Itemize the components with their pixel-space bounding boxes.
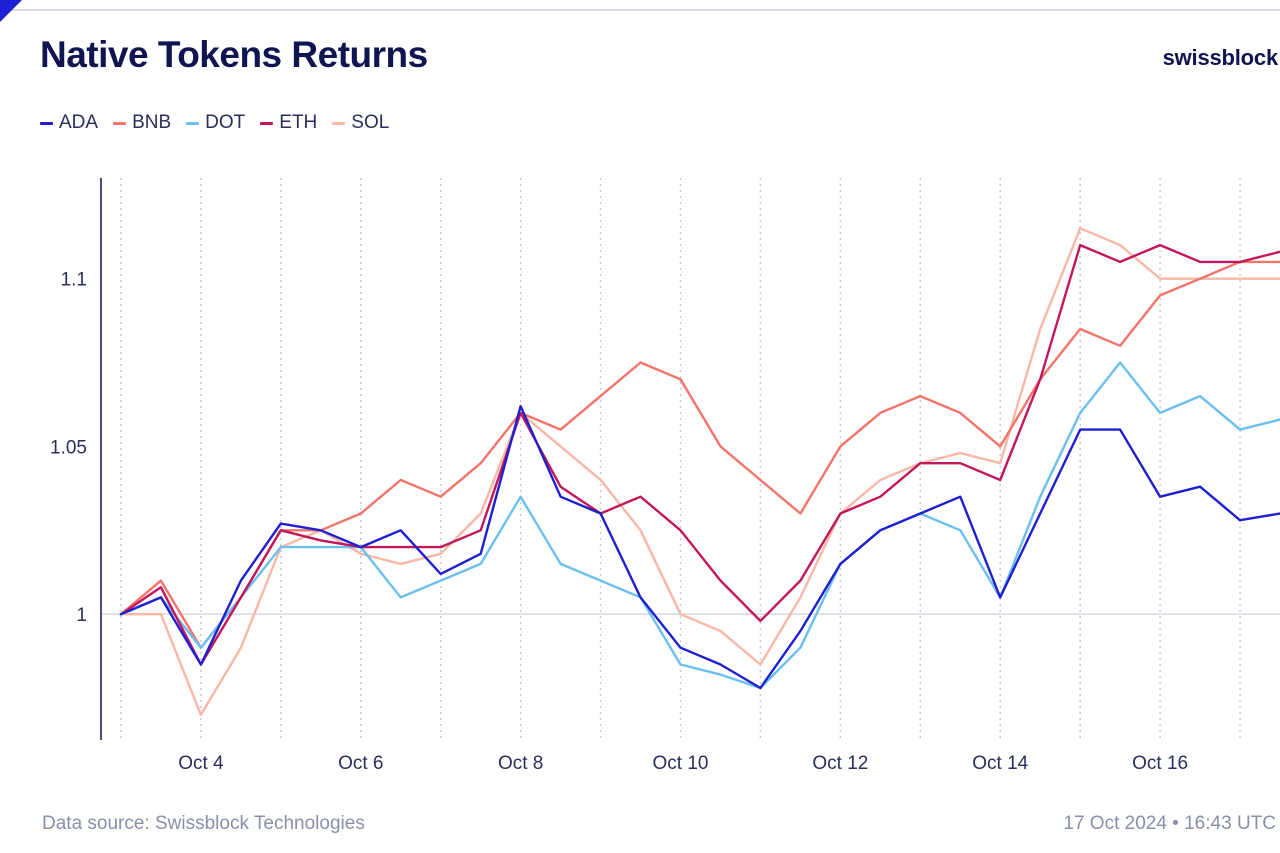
legend-label-ada: ADA [59,112,99,133]
data-source: Data source: Swissblock Technologies [42,813,365,834]
legend: ADA BNB DOT ETH SOL [40,112,389,134]
legend-item-dot: DOT [186,112,245,134]
x-tick-label-oct-16: Oct 16 [1132,753,1188,774]
series-line-eth [119,243,1280,666]
x-tick-label-oct-14: Oct 14 [972,753,1028,774]
y-tick-label-1: 1 [76,605,87,626]
legend-swatch-sol [332,121,346,125]
legend-label-bnb: BNB [132,112,172,133]
x-tick-label-oct-10: Oct 10 [653,753,709,774]
legend-item-eth: ETH [260,112,317,134]
series-line-dot [119,361,1280,690]
legend-swatch-dot [186,121,200,125]
x-tick-label-oct-8: Oct 8 [498,753,543,774]
legend-swatch-eth [260,121,274,125]
series-line-sol [119,227,1280,716]
legend-label-dot: DOT [205,112,246,133]
x-tick-label-oct-12: Oct 12 [812,753,868,774]
x-tick-label-oct-4: Oct 4 [178,753,224,774]
series-line-ada [119,405,1280,690]
brand-logo: swissblock [1162,45,1279,70]
grid-layer [101,178,1280,740]
series-line-bnb [119,260,1280,649]
x-tick-label-oct-6: Oct 6 [338,753,383,774]
legend-swatch-ada [40,121,53,125]
timestamp: 17 Oct 2024 • 16:43 UTC [1063,813,1276,834]
legend-item-sol: SOL [332,112,389,134]
legend-label-sol: SOL [351,112,390,133]
y-tick-label-1-05: 1.05 [50,437,87,458]
legend-swatch-bnb [113,121,127,125]
series-layer [119,227,1280,716]
legend-item-bnb: BNB [113,112,171,134]
legend-label-eth: ETH [279,112,318,133]
tick-labels-layer: 1 1.05 1.1 Oct 4 Oct 6 Oct 8 Oct 10 Oct 12 Oct 1… [50,270,1188,774]
corner-accent [0,0,22,22]
legend-item-ada: ADA [40,112,98,134]
top-divider [0,9,1280,11]
y-tick-label-1-1: 1.1 [61,270,87,291]
chart-title: Native Tokens Returns [40,34,428,75]
